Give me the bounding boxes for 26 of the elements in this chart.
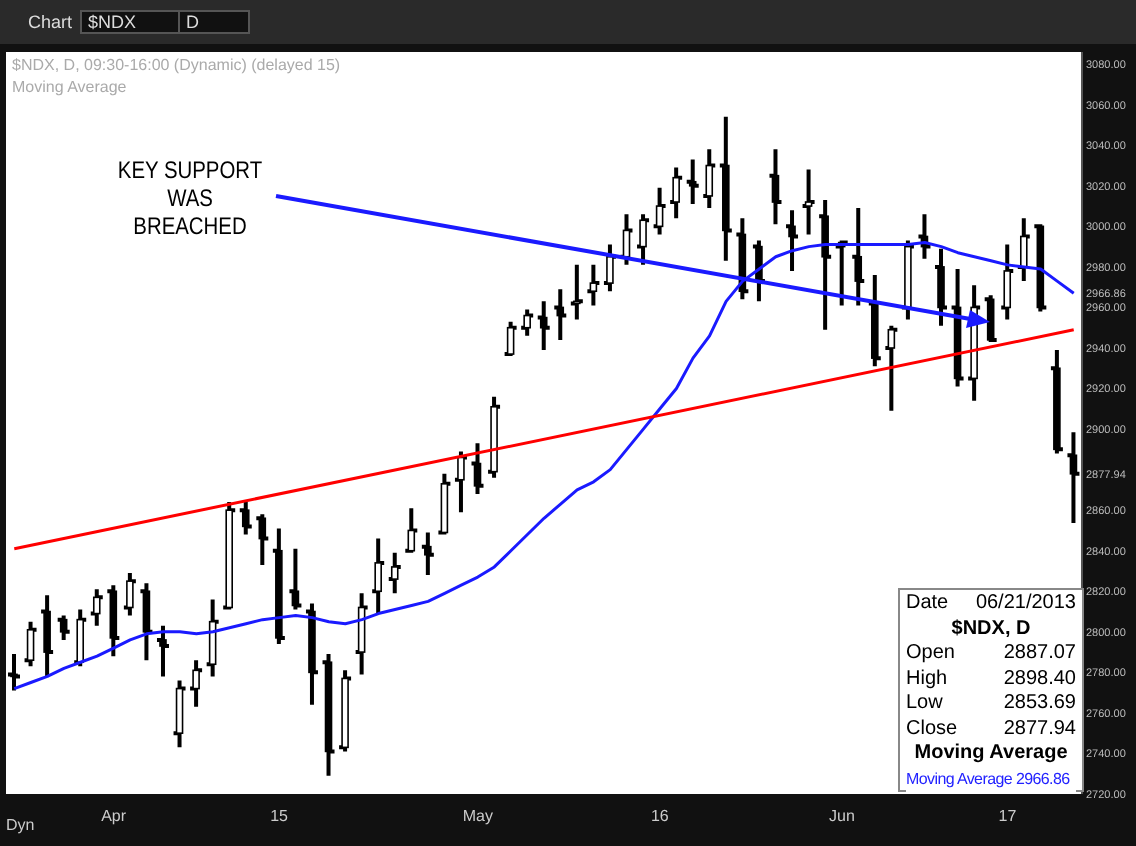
annotation: 06/21/2013 <box>975 592 1076 617</box>
text: Moving Average <box>12 78 127 96</box>
text: Chart <box>28 12 73 32</box>
annotation: Open <box>906 642 955 667</box>
x-tick-label: 15 <box>270 807 290 826</box>
annotation: 2898.40 <box>1003 667 1076 692</box>
chart-title: $NDX, D, 09:30-16:00 (Dynamic) (delayed 15) <box>12 56 341 74</box>
x-tick-label: Jun <box>829 807 855 826</box>
annotation: 2877.94 <box>1003 717 1076 742</box>
text: Dyn <box>6 816 35 834</box>
annotation: Date <box>906 592 949 617</box>
x-tick-label: Apr <box>101 807 127 826</box>
text: D <box>178 10 250 34</box>
annotation: $NDX, D <box>949 617 1033 642</box>
annotation: 2887.07 <box>1003 642 1076 667</box>
annotation: Low <box>906 692 943 717</box>
annotation: Moving Average 2966.86 <box>906 767 1076 792</box>
annotation: High <box>906 667 948 692</box>
annotation: Moving Average <box>912 742 1070 767</box>
text: $NDX <box>88 12 137 32</box>
x-tick-label: 16 <box>650 807 670 826</box>
annotation: KEY SUPPORT WAS BREACHED <box>115 156 265 240</box>
annotation: Close <box>906 717 958 742</box>
x-tick-label: May <box>462 807 493 826</box>
annotation: 2853.69 <box>1003 692 1076 717</box>
x-tick-label: 17 <box>998 807 1018 826</box>
